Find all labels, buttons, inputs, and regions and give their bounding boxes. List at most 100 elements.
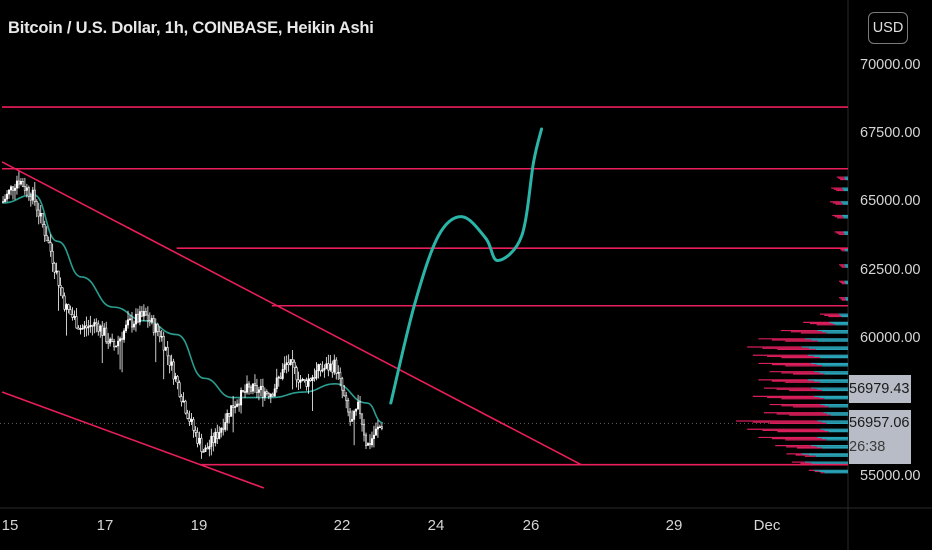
candle-down [196, 431, 199, 444]
candle-down [313, 377, 316, 379]
candle-up [224, 422, 227, 430]
moving-average-line [2, 193, 384, 424]
candle-down [69, 309, 72, 315]
candle-up [275, 377, 278, 390]
candle-up [299, 379, 302, 383]
candle-up [164, 347, 167, 351]
candle-down [279, 376, 282, 379]
price-tick: 70000.00 [860, 57, 921, 73]
candle-up [138, 311, 141, 323]
candle-down [305, 380, 308, 387]
candle-up [337, 371, 340, 374]
candle-up [355, 408, 358, 412]
trend-line [1, 161, 582, 466]
candle-up [182, 400, 185, 403]
candle-down [37, 209, 40, 217]
candle-up [83, 325, 86, 329]
ma-value-badge: 56979.43 [849, 375, 911, 403]
price-tick: 65000.00 [860, 193, 921, 209]
candle-down [35, 201, 38, 211]
candle-down [45, 235, 48, 242]
candle-down [188, 418, 191, 422]
candle-down [363, 423, 366, 436]
candle-down [33, 189, 36, 202]
candle-up [127, 319, 130, 326]
candle-down [345, 395, 348, 401]
candle-down [140, 311, 143, 317]
candle-up [370, 438, 373, 446]
candle-down [253, 383, 256, 386]
candle-down [47, 240, 50, 243]
candle-up [31, 189, 34, 201]
candle-down [232, 405, 235, 408]
candle-down [67, 304, 70, 310]
candle-down [61, 287, 64, 297]
candle-down [49, 242, 52, 252]
candle-down [349, 411, 352, 422]
candle-down [335, 359, 338, 374]
time-tick: 26 [522, 517, 540, 534]
candle-down [331, 363, 334, 373]
candle-up [325, 363, 328, 369]
candle-down [75, 316, 78, 329]
candle-up [214, 431, 217, 444]
candle-down [261, 385, 264, 398]
candle-down [255, 385, 258, 393]
candle-down [113, 340, 116, 348]
candle-down [180, 396, 183, 403]
candle-down [41, 212, 44, 225]
candle-up [329, 363, 332, 371]
candle-down [27, 187, 30, 197]
time-tick: 22 [333, 517, 351, 534]
candle-up [251, 383, 254, 392]
candle-up [132, 323, 135, 328]
time-tick: Dec [753, 517, 781, 534]
candle-up [315, 370, 318, 379]
candle-down [53, 263, 56, 273]
candle-up [87, 326, 90, 329]
candle-down [85, 325, 88, 329]
candle-down [319, 364, 322, 372]
candle-up [289, 359, 292, 366]
candle-down [146, 314, 149, 321]
candle-down [17, 180, 20, 185]
candle-up [170, 361, 173, 366]
candle-down [222, 427, 225, 430]
candle-up [301, 378, 304, 381]
candle-up [208, 446, 211, 450]
volume-profile [736, 176, 848, 474]
candle-up [307, 378, 310, 387]
candle-down [303, 378, 306, 381]
candle-up [119, 338, 122, 342]
time-tick: 24 [427, 517, 445, 534]
candle-up [321, 369, 324, 372]
candle-up [317, 364, 320, 371]
time-tick: 19 [190, 517, 208, 534]
candle-down [168, 355, 171, 366]
currency-button[interactable]: USD [868, 12, 908, 44]
candle-up [263, 391, 266, 398]
candle-up [234, 406, 237, 408]
candle-down [271, 393, 274, 397]
price-tick: 60000.00 [860, 330, 921, 346]
candle-down [144, 311, 147, 316]
candle-up [357, 401, 360, 410]
candle-up [13, 187, 16, 191]
price-tick: 62500.00 [860, 262, 921, 278]
moving-average [2, 193, 384, 424]
candle-down [97, 323, 100, 332]
projection-path[interactable] [389, 127, 544, 405]
candle-up [190, 419, 193, 422]
candle-down [327, 363, 330, 371]
candle-up [10, 186, 13, 191]
candle-up [129, 318, 132, 321]
candle-up [273, 388, 276, 397]
candle-up [366, 443, 369, 446]
candle-up [236, 403, 239, 407]
drawing-lines[interactable] [1, 106, 848, 489]
candle-down [77, 327, 80, 330]
candle-down [29, 196, 32, 201]
candle-down [347, 400, 350, 413]
